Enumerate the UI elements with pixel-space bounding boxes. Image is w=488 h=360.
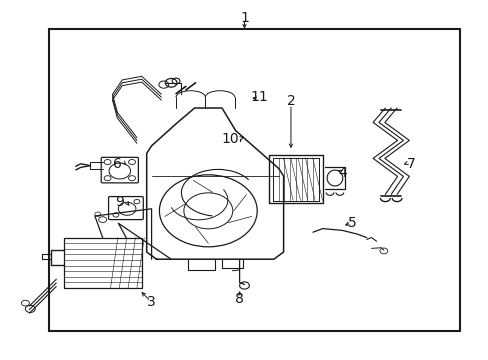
Text: 11: 11 — [250, 90, 267, 104]
Text: 6: 6 — [113, 157, 122, 171]
Text: 8: 8 — [235, 292, 244, 306]
Text: 5: 5 — [347, 216, 356, 230]
Bar — [49, 29, 459, 331]
FancyBboxPatch shape — [108, 197, 143, 220]
Text: 10: 10 — [221, 132, 238, 145]
Text: 3: 3 — [147, 296, 156, 309]
Text: 4: 4 — [337, 166, 346, 180]
Text: 7: 7 — [406, 157, 414, 171]
Text: 2: 2 — [286, 94, 295, 108]
Text: 9: 9 — [115, 195, 124, 208]
FancyBboxPatch shape — [101, 157, 138, 183]
Text: 1: 1 — [240, 11, 248, 25]
